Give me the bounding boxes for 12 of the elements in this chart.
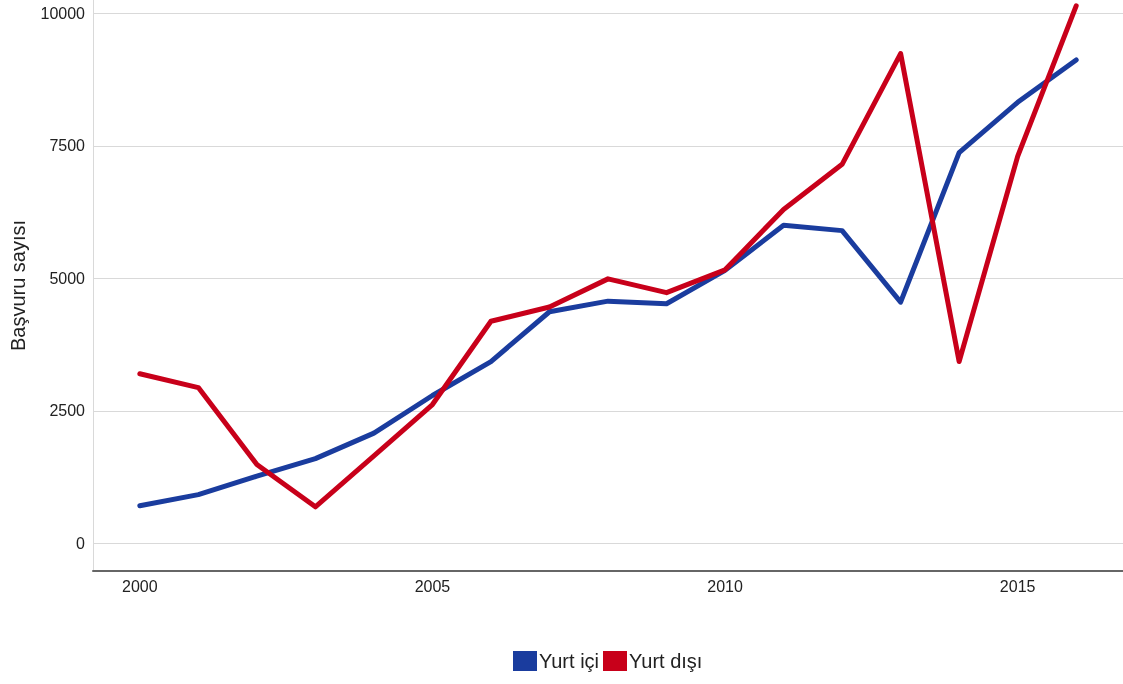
x-tick-label: 2015 (999, 577, 1036, 595)
legend-label: Yurt içi (539, 650, 600, 672)
y-axis-title: Başvuru sayısı (7, 219, 29, 352)
legend-label: Yurt dışı (629, 650, 703, 672)
y-tick-label: 0 (76, 534, 86, 552)
y-tick-label: 10000 (40, 4, 86, 22)
x-tick-label: 2005 (414, 577, 451, 595)
y-tick-label: 2500 (49, 402, 86, 420)
y-tick-label: 5000 (49, 269, 86, 287)
x-tick-label: 2010 (707, 577, 743, 595)
y-tick-label: 7500 (49, 137, 86, 155)
x-tick-label: 2000 (122, 577, 158, 595)
